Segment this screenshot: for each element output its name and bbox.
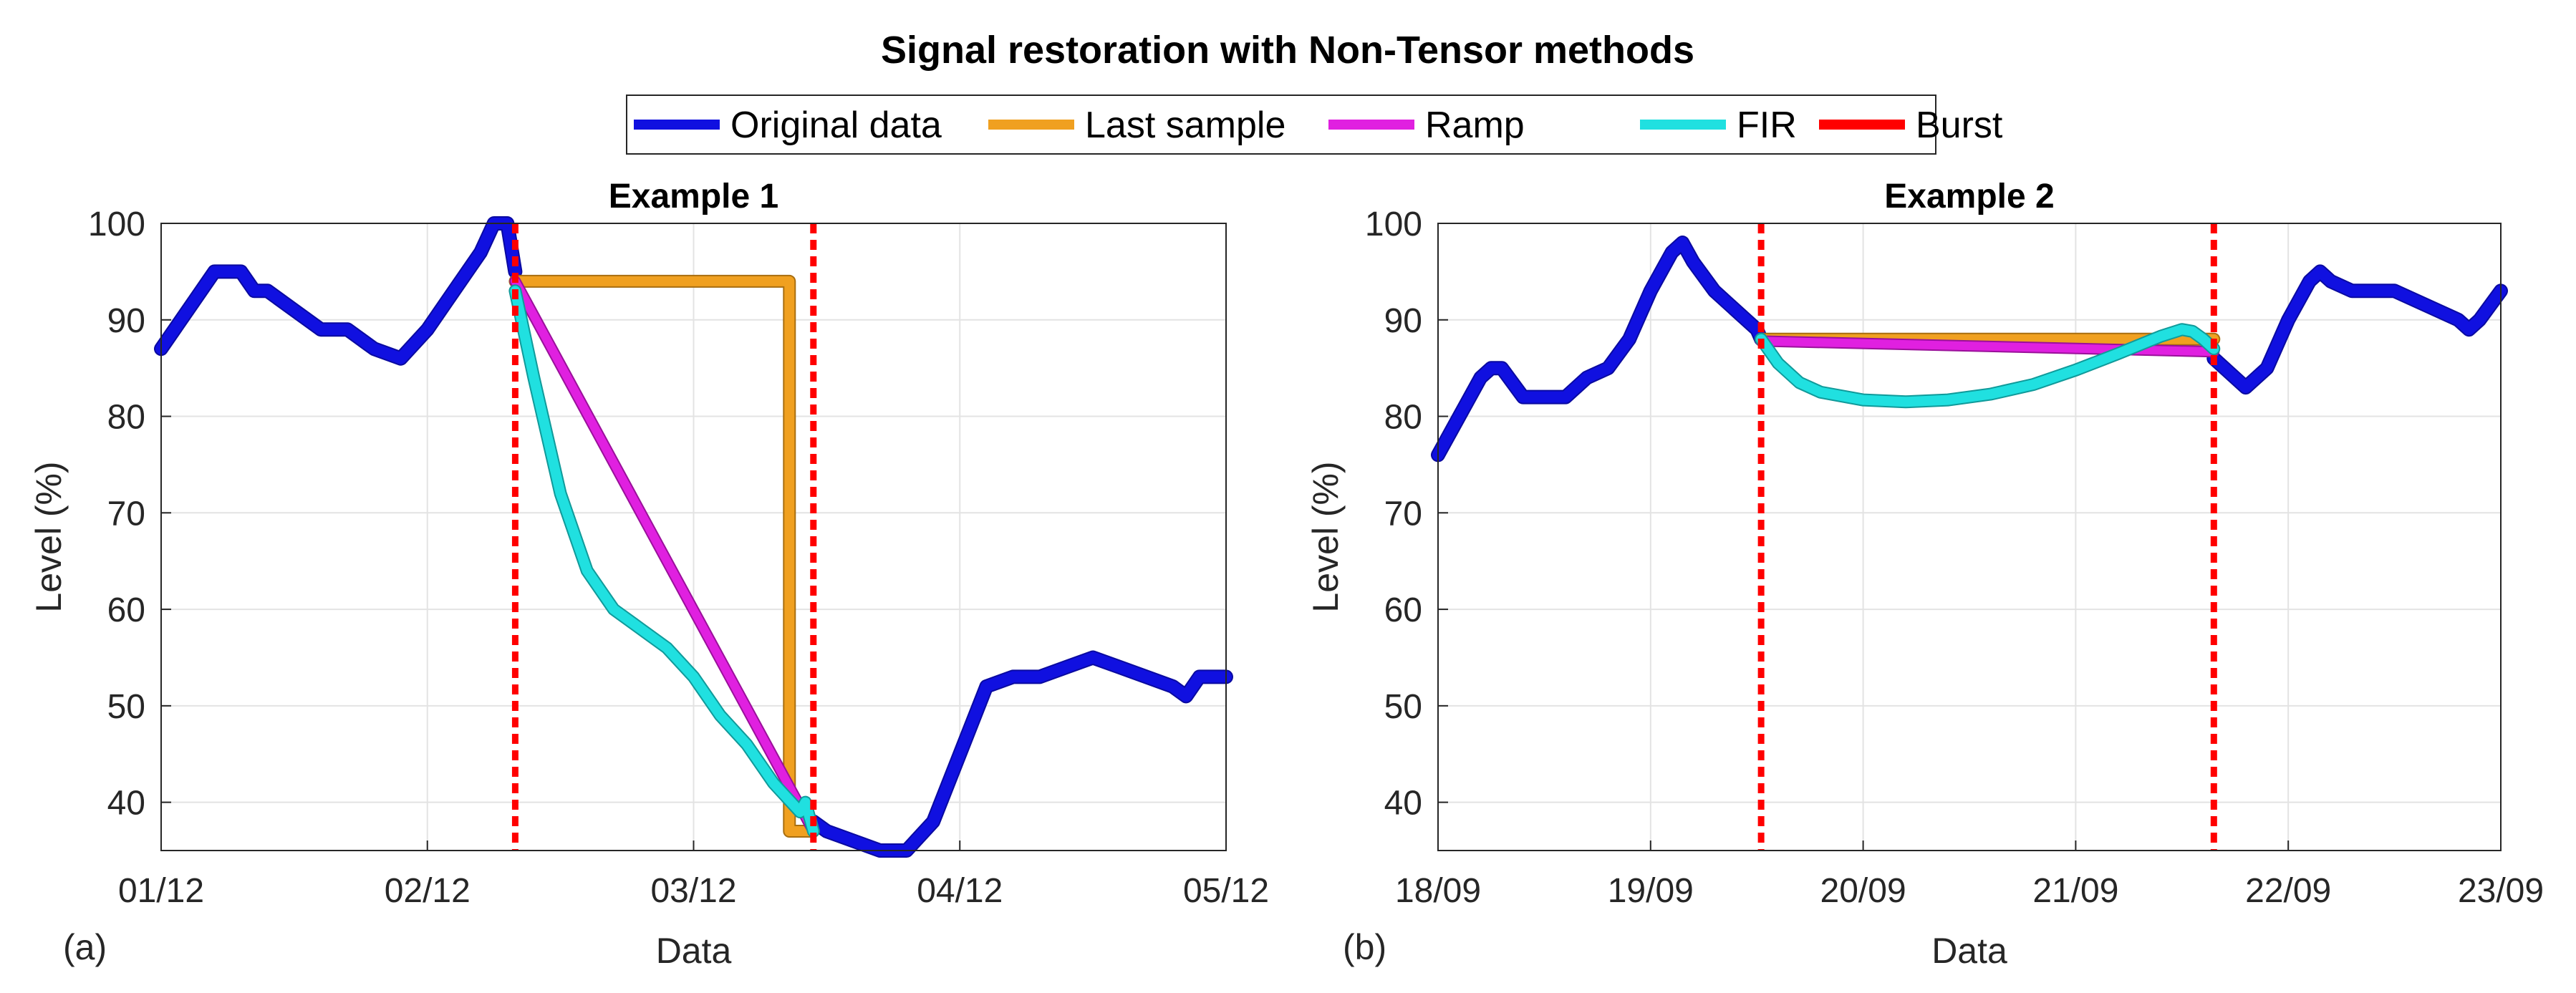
x-tick-label: 21/09 [2032,872,2118,910]
panel-example-2: 40 50 60 70 80 90 100 18/09 19/09 20/09 21/09 22/09… [1306,178,2544,971]
panel-letter: (a) [63,927,107,967]
x-tick-label: 02/12 [385,872,471,910]
y-tick-label: 40 [1384,785,1422,823]
series-line-0-seg-1 [2208,266,2507,394]
y-tick-label: 50 [1384,688,1422,726]
series-line-0-seg-0 [155,218,521,364]
x-tick-label: 22/09 [2245,872,2331,910]
y-axis-label: Level (%) [1306,461,1346,612]
x-tick-label: 23/09 [2458,872,2544,910]
panel-letter: (b) [1343,927,1386,967]
x-tick-label: 19/09 [1608,872,1694,910]
x-tick-label: 01/12 [118,872,204,910]
legend-label-3: FIR [1737,105,1797,146]
series-line-3-seg-0 [510,286,819,836]
x-axis-label: Data [656,931,732,971]
y-tick-label: 90 [1384,302,1422,340]
legend-label-2: Ramp [1425,105,1525,146]
series-line-3-seg-0 [1756,324,2219,407]
x-tick-label: 20/09 [1820,872,1906,910]
legend-label-1: Last sample [1085,105,1285,146]
series-line-2-seg-0 [511,276,818,835]
legend: Original data Last sample Ramp FIR Burst [626,95,2003,155]
series-line-0-seg-0 [1432,237,1767,461]
y-tick-label: 40 [107,785,145,823]
x-tick-label: 18/09 [1395,872,1481,910]
y-tick-label: 70 [1384,495,1422,533]
y-tick-label: 50 [107,688,145,726]
legend-label-4: Burst [1916,105,2003,146]
panel-title: Example 2 [1884,178,2054,215]
legend-label-0: Original data [730,105,942,146]
x-tick-label: 03/12 [650,872,736,910]
y-tick-label: 60 [1384,591,1422,629]
plot-area [1438,223,2501,851]
x-axis-label: Data [1931,931,2007,971]
panel-example-1: 40 50 60 70 80 90 100 01/12 02/12 03/12 04/12 05/12… [29,178,1269,971]
series-line-0-seg-1 [807,651,1232,856]
figure-title: Signal restoration with Non-Tensor metho… [881,29,1694,72]
x-tick-label: 05/12 [1183,872,1269,910]
y-tick-label: 100 [1365,205,1422,243]
x-tick-label: 04/12 [917,872,1003,910]
y-tick-label: 90 [107,302,145,340]
y-axis-label: Level (%) [29,461,69,612]
axes-box [1437,223,2502,851]
panel-title: Example 1 [609,178,778,215]
y-tick-label: 80 [107,399,145,437]
y-tick-label: 80 [1384,399,1422,437]
y-tick-label: 60 [107,591,145,629]
y-tick-label: 70 [107,495,145,533]
y-tick-label: 100 [88,205,145,243]
